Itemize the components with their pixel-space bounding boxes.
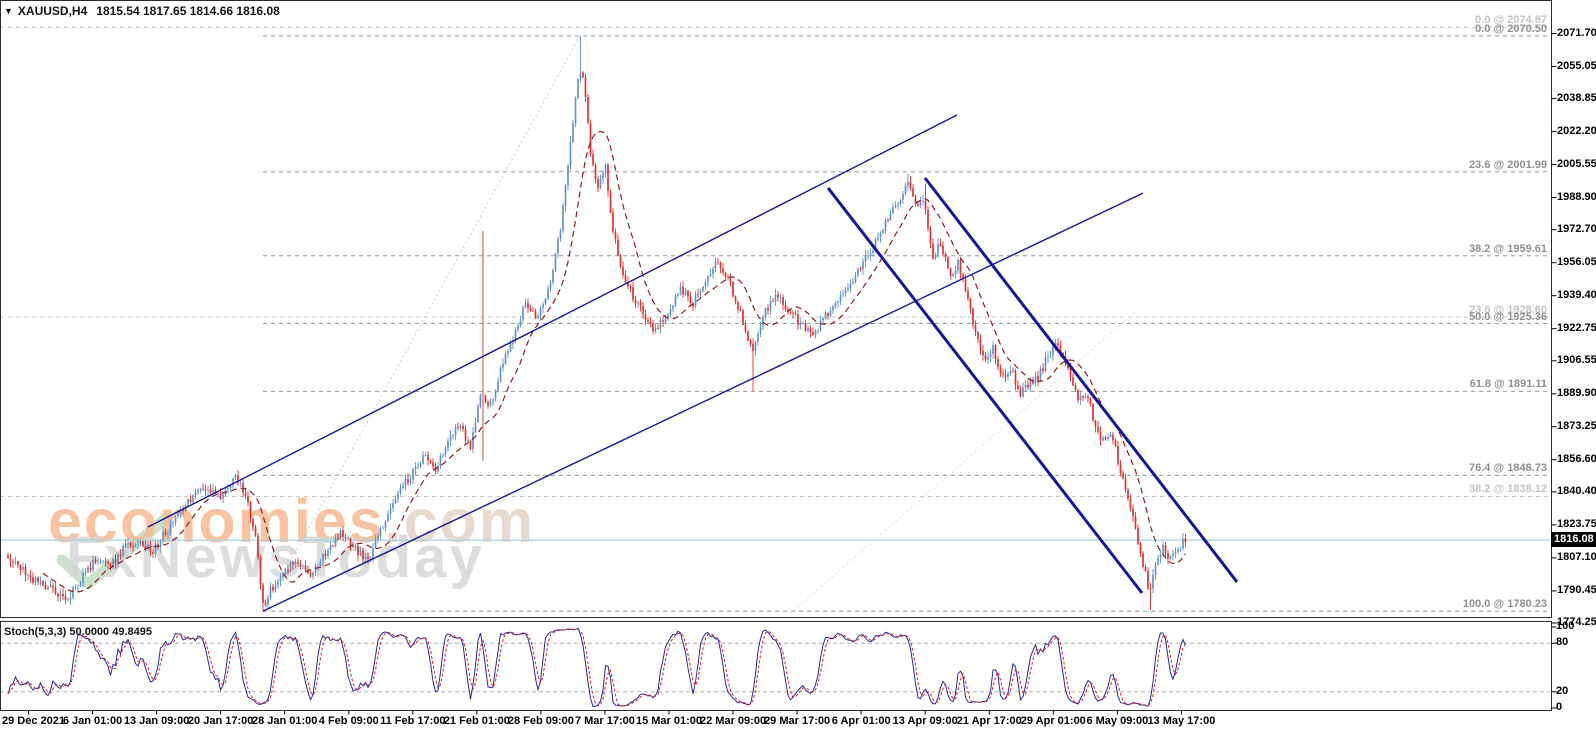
time-tick-label: 4 Feb 09:00 — [318, 715, 379, 727]
fib-level-label: 23.6 @ 2001.99 — [1468, 158, 1547, 171]
fib-level-label: 100.0 @ 1780.23 — [1462, 598, 1547, 611]
rising-channel-upper[interactable] — [147, 114, 958, 528]
symbol-dropdown-icon[interactable]: ▼ — [4, 6, 13, 16]
main-pane[interactable] — [0, 26, 1551, 640]
time-tick-label: 29 Apr 01:00 — [1020, 715, 1086, 727]
stoch-main-line — [7, 627, 1186, 708]
price-tick-label: 1807.10 — [1557, 550, 1596, 563]
time-tick-label: 13 May 17:00 — [1147, 715, 1216, 727]
stochastic-pane[interactable] — [0, 627, 1551, 708]
time-tick-label: 15 Mar 01:00 — [635, 715, 703, 727]
price-tick-label: 1823.75 — [1557, 517, 1596, 530]
price-tick-label: 1774.25 — [1557, 616, 1596, 629]
up-candle-wicks — [15, 35, 1184, 609]
price-tick-label: 1873.25 — [1557, 419, 1596, 432]
fib-anchor-line — [786, 311, 1136, 616]
time-tick-label: 11 Feb 17:00 — [380, 715, 446, 727]
price-tick-label: 2005.55 — [1557, 157, 1596, 170]
time-tick-label: 6 May 09:00 — [1086, 715, 1149, 727]
fib-retracement[interactable] — [0, 26, 1551, 640]
rising-channel-lower[interactable] — [262, 192, 1144, 612]
indicator-label: Stoch(5,3,3) 50.0000 49.8495 — [4, 626, 152, 638]
price-tick-label: 1840.40 — [1557, 484, 1596, 497]
moving-average-line[interactable] — [42, 130, 1186, 593]
time-tick-label: 29 Mar 17:00 — [764, 715, 831, 727]
time-tick-label: 29 Dec 2021 — [2, 715, 65, 727]
price-tick-label: 2071.70 — [1557, 26, 1596, 39]
time-tick-label: 6 Jan 01:00 — [62, 715, 123, 727]
time-tick-label: 21 Apr 17:00 — [956, 715, 1022, 727]
fib-level-label: 0.0 @ 2070.50 — [1475, 22, 1547, 35]
fib-level-label: 76.4 @ 1848.73 — [1468, 462, 1547, 475]
price-tick-label: 1956.05 — [1557, 255, 1596, 268]
price-tick-label: 1856.60 — [1557, 452, 1596, 465]
candlestick-series — [7, 35, 1187, 612]
price-tick-label: 1972.70 — [1557, 222, 1596, 235]
time-tick-label: 13 Apr 09:00 — [892, 715, 958, 727]
fib-level-label: 38.2 @ 1959.61 — [1468, 242, 1547, 255]
falling-channel-upper[interactable] — [826, 186, 1144, 594]
time-tick-label: 13 Jan 09:00 — [123, 715, 190, 727]
chart-title: ▼ XAUUSD,H4 1815.54 1817.65 1814.66 1816.0… — [4, 4, 280, 18]
fib-level-label: 0.0 @ 2074.87 — [1475, 14, 1547, 27]
stoch-scale-label: 20 — [1556, 684, 1569, 697]
time-tick-label: 20 Jan 17:00 — [187, 715, 254, 727]
ohlc-values: 1815.54 1817.65 1814.66 1816.08 — [96, 4, 280, 18]
time-tick-label: 28 Jan 01:00 — [251, 715, 318, 727]
time-tick-label: 22 Mar 09:00 — [700, 715, 767, 727]
fib-level-label: 23.6 @ 1928.60 — [1468, 304, 1547, 317]
watermark-tagline: FxNewsToday — [66, 525, 485, 590]
watermark-brand: economies.com — [48, 487, 536, 555]
main-pane-frame — [0, 0, 1552, 618]
fib-level-label: 50.0 @ 1925.36 — [1468, 310, 1547, 323]
down-candle-wicks — [7, 71, 1186, 612]
price-tick-label: 1922.75 — [1557, 321, 1596, 334]
down-candle-bodies — [7, 72, 1187, 605]
price-tick-label: 1790.45 — [1557, 583, 1596, 596]
fib-anchor-line — [262, 35, 581, 612]
fib-level-label: 38.2 @ 1838.12 — [1468, 483, 1547, 496]
current-price-tag: 1816.08 — [1551, 532, 1596, 547]
price-tick-label: 2038.85 — [1557, 91, 1596, 104]
stoch-scale-label: 0 — [1556, 701, 1563, 713]
time-tick-label: 21 Feb 01:00 — [443, 715, 510, 727]
price-tick-label: 1939.40 — [1557, 288, 1596, 301]
time-tick-label: 6 Apr 01:00 — [831, 715, 891, 727]
up-candle-bodies — [14, 72, 1184, 605]
time-tick-label: 7 Mar 17:00 — [574, 715, 635, 727]
price-tick-label: 1906.55 — [1557, 353, 1596, 366]
fib-level-label: 61.8 @ 1891.11 — [1469, 378, 1547, 391]
price-tick-label: 1988.90 — [1557, 190, 1596, 203]
symbol-label: XAUUSD,H4 — [17, 4, 88, 18]
price-tick-label: 2055.05 — [1557, 59, 1596, 72]
falling-channel-lower[interactable] — [923, 177, 1239, 583]
indicator-pane-frame — [0, 621, 1552, 711]
time-tick-label: 28 Feb 09:00 — [507, 715, 574, 727]
price-tick-label: 2022.20 — [1557, 124, 1596, 137]
stoch-scale-label: 100 — [1556, 620, 1575, 632]
stoch-signal-line — [7, 628, 1186, 707]
price-tick-label: 1889.90 — [1557, 386, 1596, 399]
stoch-scale-label: 80 — [1556, 636, 1569, 649]
